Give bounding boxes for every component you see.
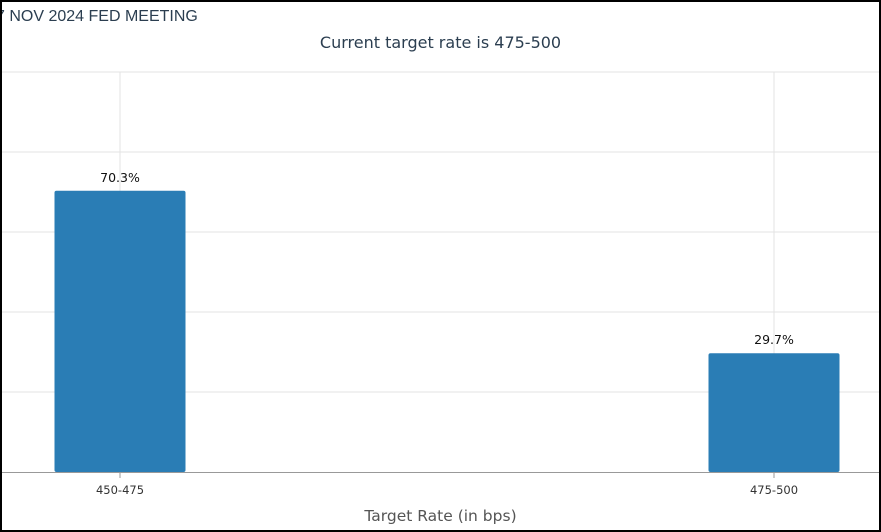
bar	[708, 353, 840, 472]
bar	[54, 190, 186, 473]
data-label: 70.3%	[100, 170, 140, 185]
meeting-title: 7 NOV 2024 FED MEETING	[0, 8, 198, 25]
x-tick-label: 450-475	[96, 483, 144, 497]
x-axis-label: Target Rate (in bps)	[364, 507, 517, 525]
x-tick-label: 475-500	[750, 483, 798, 497]
chart-title: Current target rate is 475-500	[319, 33, 562, 52]
data-label: 29.7%	[754, 332, 794, 347]
